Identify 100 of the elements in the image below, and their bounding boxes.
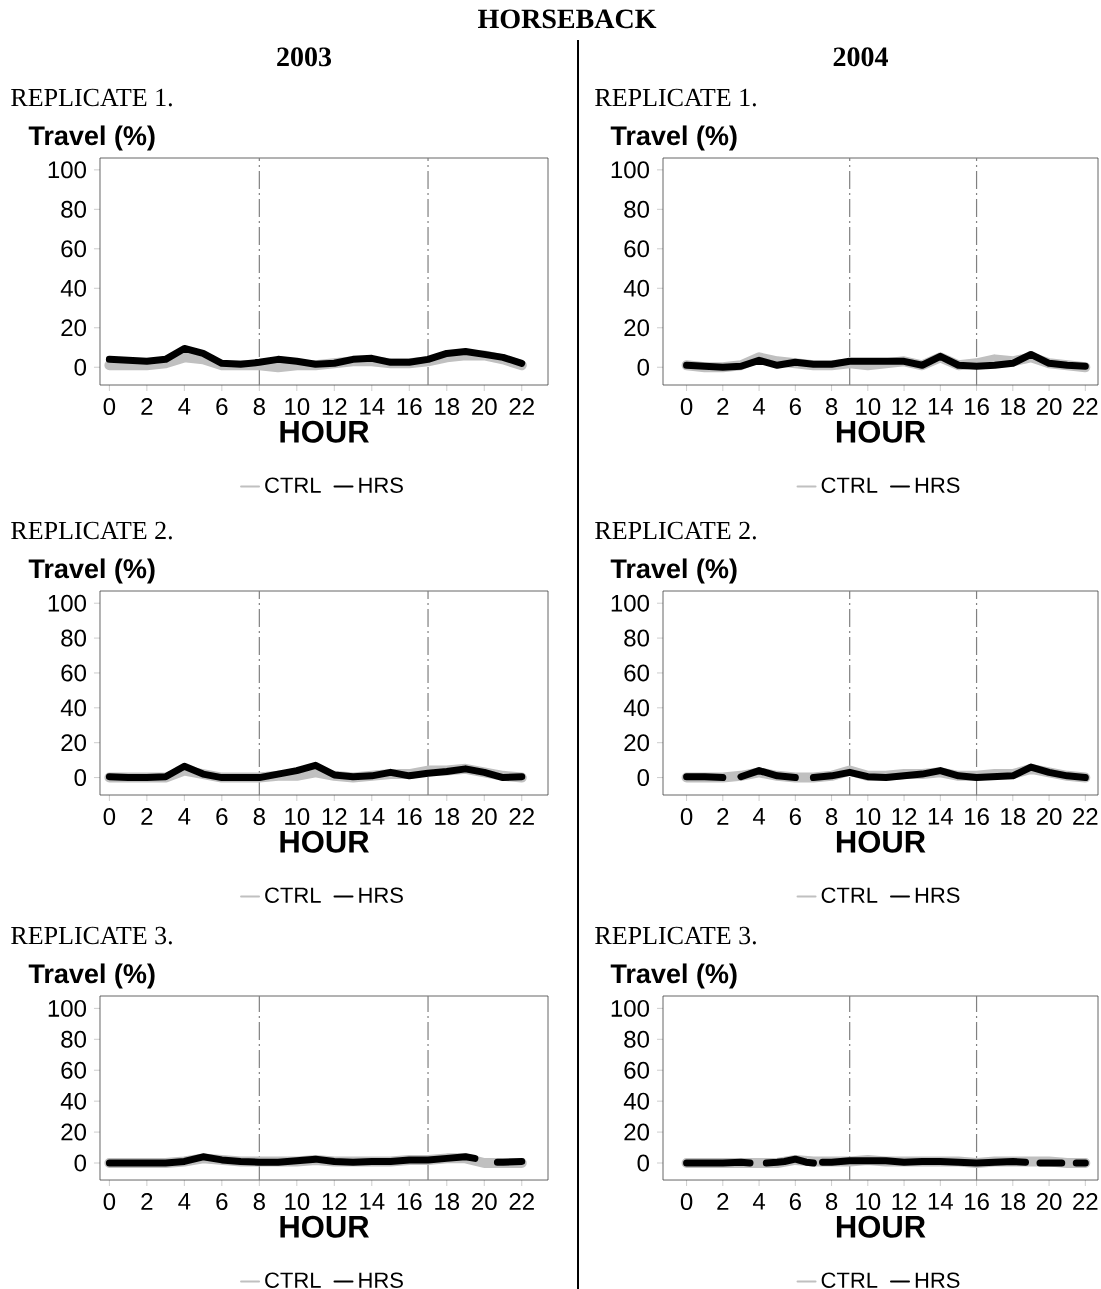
- chart-subtitle: REPLICATE 2.: [11, 521, 172, 540]
- x-tick-label: 12: [892, 808, 917, 825]
- y-axis-title: Travel (%): [610, 125, 737, 151]
- x-tick-label: 6: [789, 1193, 801, 1211]
- x-tick-label: 12: [892, 1193, 917, 1210]
- legend-label: CTRL: [265, 1272, 321, 1288]
- legend-label: HRS: [359, 1272, 403, 1288]
- x-tick-label: 4: [178, 1193, 191, 1210]
- y-tick-label: 40: [60, 1092, 87, 1110]
- y-tick-label: 80: [624, 1030, 650, 1048]
- y-tick-label: 80: [61, 200, 87, 218]
- y-axis-title: Travel (%): [28, 125, 155, 151]
- x-tick-label: 16: [965, 398, 989, 416]
- x-tick-label: 16: [965, 1193, 989, 1211]
- x-tick-label: 14: [360, 398, 385, 415]
- x-tick-label: 6: [216, 808, 228, 826]
- chart-subtitle: REPLICATE 3.: [11, 926, 172, 945]
- y-tick-label: 40: [623, 279, 650, 297]
- x-tick-label: 14: [360, 1193, 385, 1210]
- x-tick-label: 18: [1001, 398, 1026, 416]
- y-tick-label: 0: [637, 769, 650, 787]
- x-axis-title: HOUR: [280, 830, 369, 853]
- y-tick-label: 0: [74, 358, 87, 376]
- legend-label: CTRL: [821, 477, 878, 493]
- x-tick-label: 20: [1036, 808, 1062, 826]
- y-tick-label: 100: [48, 161, 86, 179]
- legend-label: CTRL: [821, 1272, 878, 1288]
- y-tick-label: 20: [624, 734, 650, 752]
- x-tick-label: 0: [103, 1193, 116, 1211]
- x-axis-title: HOUR: [836, 1215, 926, 1238]
- legend-label: CTRL: [265, 887, 321, 903]
- x-tick-label: 2: [141, 1193, 153, 1210]
- x-tick-label: 2: [141, 808, 153, 825]
- y-axis-title: Travel (%): [28, 558, 155, 584]
- legend-label: CTRL: [265, 477, 321, 493]
- x-tick-label: 0: [680, 398, 693, 416]
- x-axis-title: HOUR: [280, 420, 369, 443]
- x-axis-title: HOUR: [836, 420, 926, 443]
- x-tick-label: 4: [178, 808, 191, 825]
- chart-subtitle: REPLICATE 3.: [595, 926, 756, 945]
- x-tick-label: 0: [680, 1193, 693, 1211]
- x-tick-label: 12: [322, 808, 347, 825]
- y-tick-label: 60: [624, 240, 650, 258]
- y-tick-label: 60: [61, 664, 87, 682]
- x-tick-label: 20: [1036, 398, 1062, 416]
- x-tick-label: 8: [253, 398, 265, 416]
- x-tick-label: 2: [717, 808, 729, 825]
- x-tick-label: 0: [103, 398, 116, 416]
- y-tick-label: 100: [611, 161, 649, 179]
- text: HORSEBACK: [478, 9, 657, 29]
- y-tick-label: 40: [60, 279, 87, 297]
- x-tick-label: 10: [285, 398, 310, 416]
- x-tick-label: 16: [397, 808, 422, 826]
- legend-label: HRS: [359, 887, 403, 903]
- y-tick-label: 20: [624, 319, 650, 337]
- chart-title: 2004: [833, 47, 888, 67]
- x-tick-label: 18: [1001, 808, 1026, 826]
- legend-label: HRS: [359, 477, 403, 493]
- y-tick-label: 80: [61, 629, 87, 647]
- y-tick-label: 60: [624, 664, 650, 682]
- x-axis-title: HOUR: [836, 830, 926, 853]
- y-tick-label: 60: [624, 1061, 650, 1079]
- y-tick-label: 0: [74, 1154, 87, 1172]
- y-axis-title: Travel (%): [610, 558, 737, 584]
- x-tick-label: 8: [253, 1193, 265, 1211]
- x-tick-label: 22: [509, 1193, 534, 1210]
- legend-label: HRS: [915, 1272, 960, 1288]
- legend-label: HRS: [915, 477, 960, 493]
- y-tick-label: 80: [624, 200, 650, 218]
- x-tick-label: 22: [1073, 398, 1098, 415]
- x-tick-label: 4: [752, 398, 766, 415]
- x-tick-label: 8: [253, 808, 265, 826]
- y-tick-label: 60: [61, 240, 87, 258]
- x-tick-label: 4: [752, 808, 766, 825]
- x-tick-label: 16: [965, 808, 989, 826]
- y-tick-label: 0: [637, 358, 650, 376]
- x-tick-label: 6: [216, 1193, 228, 1211]
- x-tick-label: 18: [1001, 1193, 1026, 1211]
- y-axis-title: Travel (%): [28, 963, 155, 989]
- y-tick-label: 20: [61, 319, 87, 337]
- x-tick-label: 8: [825, 1193, 838, 1211]
- legend-label: CTRL: [821, 887, 878, 903]
- x-tick-label: 2: [717, 1193, 729, 1210]
- x-tick-label: 0: [103, 808, 116, 826]
- chart-subtitle: REPLICATE 2.: [595, 521, 756, 540]
- y-tick-label: 100: [48, 999, 86, 1017]
- y-tick-label: 100: [611, 999, 649, 1017]
- x-tick-label: 12: [892, 398, 917, 415]
- x-tick-label: 20: [472, 808, 497, 826]
- y-tick-label: 40: [623, 1092, 650, 1110]
- y-tick-label: 80: [624, 629, 650, 647]
- legend-label: HRS: [915, 887, 960, 903]
- x-tick-label: 10: [856, 1193, 881, 1211]
- chart-subtitle: REPLICATE 1.: [595, 88, 756, 107]
- x-tick-label: 22: [1073, 808, 1098, 825]
- y-tick-label: 20: [61, 734, 87, 752]
- x-tick-label: 16: [397, 398, 422, 416]
- x-tick-label: 22: [1073, 1193, 1098, 1210]
- x-tick-label: 6: [789, 808, 801, 826]
- x-tick-label: 12: [322, 398, 347, 415]
